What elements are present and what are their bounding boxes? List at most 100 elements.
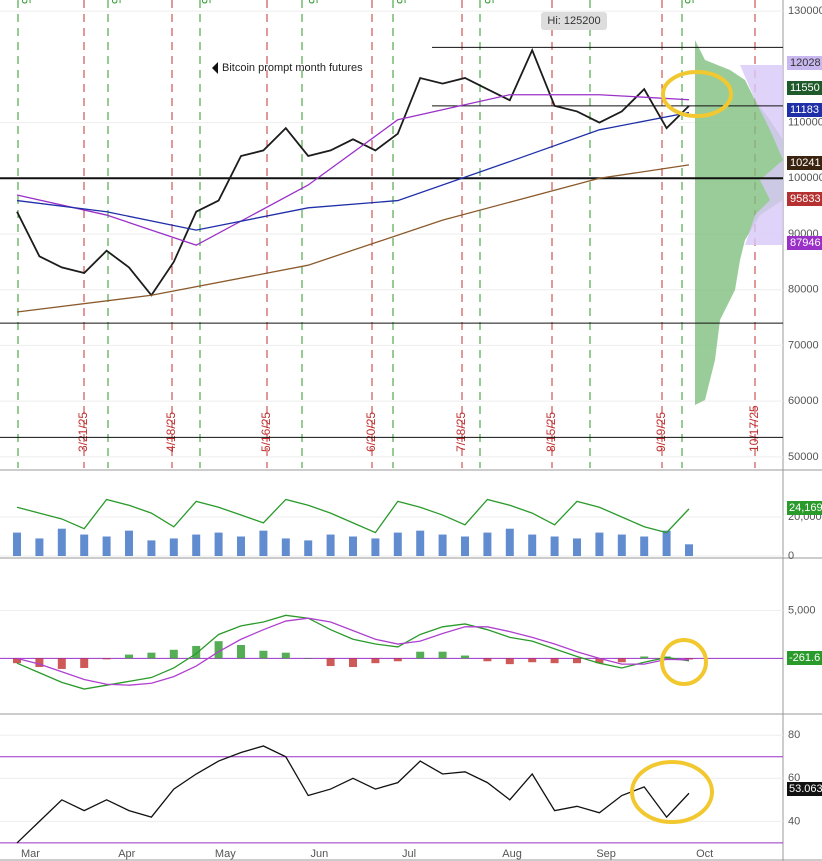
bar [57,658,66,669]
bar [349,536,357,556]
date-label: 3/21/25 [76,412,90,452]
contract-label: V25 [682,0,696,4]
bar [214,641,223,659]
x-tick-label: Mar [21,848,40,860]
bar [528,534,537,556]
date-label: 4/18/25 [164,412,178,452]
arrow [212,62,218,74]
bar [147,652,156,659]
level-box [787,192,822,206]
bar [617,534,626,556]
contract-label: J25 [109,0,123,4]
date-label: 7/18/25 [454,412,468,452]
level-label: 10241 [790,157,821,169]
chart-title: Bitcoin prompt month futures [222,62,363,74]
bar [214,532,223,556]
bar [640,536,649,556]
last-value-label: 24,169 [789,502,822,514]
bar [169,538,178,556]
level-box [787,156,822,170]
level-label: 12028 [790,57,821,69]
bar [80,534,89,556]
bar [505,658,514,665]
bar [281,652,290,659]
bar [416,651,425,659]
date-label: 5/16/25 [259,412,273,452]
x-tick-label: Jun [311,848,329,860]
x-tick-label: Aug [502,848,522,860]
y-tick-label: 50000 [788,451,819,463]
bar [237,536,245,556]
bar [192,645,201,659]
bar [595,532,604,556]
highlight-circle [661,70,733,118]
bar [13,658,21,664]
bar [393,532,402,556]
level-box [787,236,822,250]
bar [416,530,425,556]
level-box [787,56,822,70]
level-label: 95833 [790,193,821,205]
bar [528,658,537,663]
series-line [16,498,690,534]
bar [259,530,268,556]
level-box [787,81,822,95]
contract-label: CH25 [19,0,33,4]
annotation: Hi: 125200 [547,15,600,27]
bar [617,658,626,663]
level-label: 87946 [790,237,821,249]
bar [662,530,671,556]
x-tick-label: Jul [402,848,416,860]
bar [326,658,335,667]
x-tick-label: Apr [118,848,135,860]
x-tick-label: Sep [596,848,616,860]
level-labels: 12028 11550 11183 10241 95833 87946 24,1… [787,56,822,796]
bar [192,534,201,556]
series-line [16,111,690,231]
bar [237,645,245,659]
level-label: 11183 [790,104,819,116]
bar [685,658,693,660]
bar [13,532,21,556]
y-tick-label: 0 [788,550,794,562]
y-tick-label: 5,000 [788,604,816,616]
last-value-label: 53.063 [789,783,822,795]
level-box [787,103,822,117]
bar [461,655,469,659]
bar [35,658,44,668]
y-tick-label: 80000 [788,284,819,296]
contract-label: CK25 [199,0,213,4]
bar [573,658,581,664]
bar [169,649,178,659]
bar [640,656,649,659]
series-line [16,617,690,686]
y-tick-label: 100000 [788,172,822,184]
bar [57,528,66,556]
level-label: 11550 [790,82,820,94]
date-label: 8/15/25 [544,412,558,452]
y-tick-label: 40 [788,815,800,827]
bar [550,536,559,556]
series-line [16,745,690,844]
last-value-label: -261.6 [789,652,820,664]
bar [349,658,357,668]
bar [685,544,693,556]
bar [505,528,514,556]
contract-label: N25 [394,0,408,4]
y-tick-label: 80 [788,729,800,741]
series-line [16,94,690,246]
contract-label: Q25 [482,0,496,4]
y-tick-label: 130000 [788,5,822,17]
bar [125,654,133,659]
bar [125,530,133,556]
bar [393,658,402,662]
volume-profile-value-area [740,65,783,245]
highlight-circle [630,760,714,824]
bar [371,658,380,664]
x-tick-label: Oct [696,848,713,860]
bar [438,651,447,659]
bar [102,536,111,556]
y-tick-label: 60 [788,772,800,784]
